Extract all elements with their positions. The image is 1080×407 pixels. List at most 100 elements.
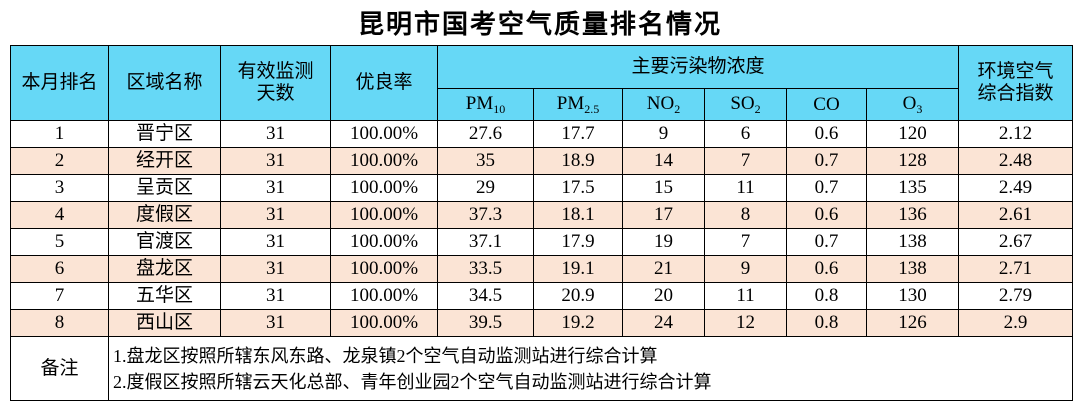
- cell: 136: [865, 201, 960, 229]
- cell: 8: [10, 309, 109, 337]
- cell: 120: [865, 120, 960, 148]
- cell: 经开区: [108, 147, 221, 175]
- cell: 2.48: [958, 147, 1074, 175]
- cell: 1: [10, 120, 109, 148]
- cell: 0.7: [786, 174, 867, 202]
- cell: 100.00%: [330, 174, 438, 202]
- cell: 31: [220, 174, 331, 202]
- cell: 20.9: [533, 282, 623, 310]
- header-cell: 有效监测 天数: [220, 45, 331, 121]
- cell: 17.5: [533, 174, 623, 202]
- cell: 100.00%: [330, 255, 438, 283]
- cell: 31: [220, 201, 331, 229]
- cell: 11: [704, 174, 787, 202]
- cell: 7: [10, 282, 109, 310]
- table: 本月排名 区域名称 有效监测 天数 优良率 主要污染物浓度 环境空气 综合指数 PM…: [10, 45, 1074, 401]
- header-line: 天数: [256, 83, 295, 104]
- pollutant-name: CO: [813, 93, 840, 115]
- cell: 31: [220, 147, 331, 175]
- cell: 37.1: [437, 228, 534, 256]
- cell: 100.00%: [330, 120, 438, 148]
- cell: 34.5: [437, 282, 534, 310]
- cell: 6: [704, 120, 787, 148]
- title: 昆明市国考空气质量排名情况: [357, 10, 722, 40]
- cell: 17.9: [533, 228, 623, 256]
- cell: 19: [622, 228, 705, 256]
- pollutant-name: PM: [556, 92, 585, 114]
- cell: 2.79: [958, 282, 1074, 310]
- header-cell: 优良率: [330, 45, 438, 121]
- header-cell: PM2.5: [533, 88, 623, 121]
- cell: 0.6: [786, 255, 867, 283]
- note-row: 备注 1.盘龙区按照所辖东风东路、龙泉镇2个空气自动监测站进行综合计算 2.度假区按…: [10, 336, 1074, 401]
- data-row: 5 官渡区 31 100.00% 37.1 17.9 19 7 0.7 138 2.67: [10, 228, 1074, 256]
- cell: 0.7: [786, 228, 867, 256]
- cell: 31: [220, 228, 331, 256]
- header-line: 有效监测: [237, 61, 314, 83]
- cell: 度假区: [108, 201, 221, 229]
- cell: 0.8: [786, 282, 867, 310]
- cell: 0.8: [786, 309, 867, 337]
- cell: 31: [220, 120, 331, 148]
- cell: 20: [622, 282, 705, 310]
- cell: 9: [622, 120, 705, 148]
- cell: 21: [622, 255, 705, 283]
- header-line: 综合指数: [977, 83, 1054, 104]
- cell: 晋宁区: [108, 120, 221, 148]
- cell: 7: [704, 147, 787, 175]
- cell: 14: [622, 147, 705, 175]
- cell: 15: [622, 174, 705, 202]
- cell: 130: [865, 282, 960, 310]
- cell: 官渡区: [108, 228, 221, 256]
- cell: 100.00%: [330, 201, 438, 229]
- header-cell: NO2: [622, 88, 705, 121]
- cell: 126: [865, 309, 960, 337]
- header-row: PM10 PM2.5 NO2 SO2 CO O3: [11, 88, 1073, 121]
- pollutant-subscript: 10: [493, 101, 506, 116]
- header-cell: SO2: [704, 88, 787, 121]
- cell: 138: [865, 228, 960, 256]
- cell: 100.00%: [330, 228, 438, 256]
- pollutant-name: NO: [646, 92, 675, 114]
- data-row: 3 呈贡区 31 100.00% 29 17.5 15 11 0.7 135 2.49: [10, 174, 1074, 202]
- header-cell: 本月排名: [10, 45, 109, 121]
- cell: 17: [622, 201, 705, 229]
- header-cell: 主要污染物浓度: [436, 45, 960, 89]
- note-label: 备注: [10, 336, 109, 401]
- cell: 100.00%: [330, 147, 438, 175]
- table-body: 1 晋宁区 31 100.00% 27.6 17.7 9 6 0.6 120 2.12 2 经开区 31 1…: [10, 120, 1074, 401]
- pollutant-subscript: 2.5: [584, 101, 600, 116]
- note: 2.度假区按照所辖云天化总部、青年创业园2个空气自动监测站进行综合计算: [113, 371, 712, 392]
- cell: 19.2: [533, 309, 623, 337]
- cell: 2.12: [958, 120, 1074, 148]
- header-cell: PM10: [437, 88, 534, 121]
- header-line: 环境空气: [977, 61, 1054, 83]
- cell: 37.3: [437, 201, 534, 229]
- pollutant-name: PM: [465, 92, 494, 114]
- cell: 五华区: [108, 282, 221, 310]
- data-row: 1 晋宁区 31 100.00% 27.6 17.7 9 6 0.6 120 2.12: [10, 120, 1074, 148]
- cell: 3: [10, 174, 109, 202]
- cell: 6: [10, 255, 109, 283]
- cell: 39.5: [437, 309, 534, 337]
- cell: 7: [704, 228, 787, 256]
- cell: 呈贡区: [108, 174, 221, 202]
- cell: 24: [622, 309, 705, 337]
- cell: 9: [704, 255, 787, 283]
- cell: 11: [704, 282, 787, 310]
- cell: 100.00%: [330, 282, 438, 310]
- pollutant-name: SO: [730, 92, 755, 114]
- cell: 0.7: [786, 147, 867, 175]
- cell: 35: [437, 147, 534, 175]
- cell: 29: [437, 174, 534, 202]
- cell: 31: [220, 282, 331, 310]
- cell: 2: [10, 147, 109, 175]
- pollutant-name: O: [902, 92, 917, 114]
- cell: 19.1: [533, 255, 623, 283]
- notes: 1.盘龙区按照所辖东风东路、龙泉镇2个空气自动监测站进行综合计算 2.度假区按照所…: [107, 336, 1074, 401]
- data-row: 8 西山区 31 100.00% 39.5 19.2 24 12 0.8 126 2.9: [10, 309, 1074, 337]
- cell: 27.6: [437, 120, 534, 148]
- data-row: 6 盘龙区 31 100.00% 33.5 19.1 21 9 0.6 138 2.71: [10, 255, 1074, 283]
- cell: 17.7: [533, 120, 623, 148]
